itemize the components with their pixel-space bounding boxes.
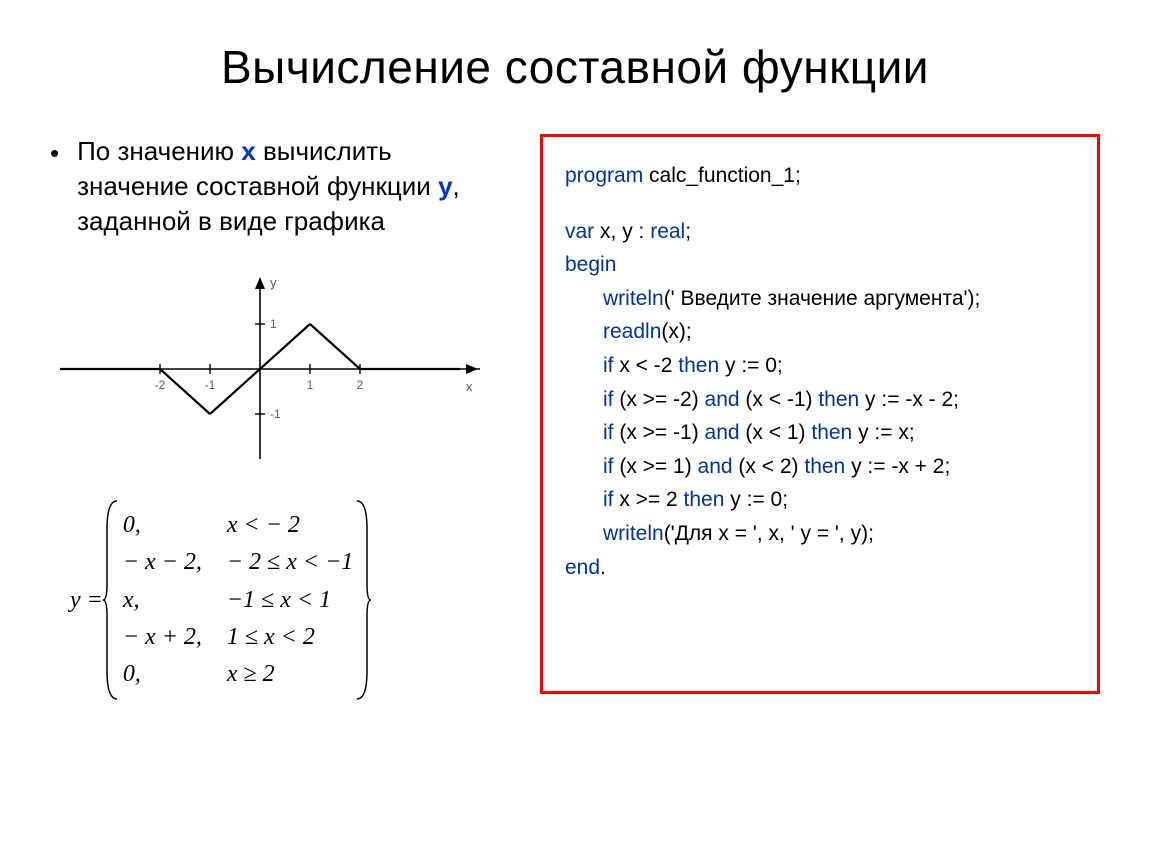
slide: Вычисление составной функции • По значен… — [0, 0, 1150, 864]
piecewise-row: 0, x < − 2 — [123, 507, 353, 544]
left-column: • По значению x вычислить значение соста… — [50, 134, 510, 701]
right-column: program calc_function_1; var x, y : real… — [540, 134, 1100, 701]
code-line-6: if x < -2 then y := 0; — [565, 349, 1077, 383]
bullet-dot-icon: • — [50, 136, 59, 171]
svg-text:2: 2 — [357, 378, 364, 392]
bullet-text: По значению x вычислить значение составн… — [77, 134, 510, 239]
bullet-prefix: По значению — [77, 136, 241, 166]
code-line-11: writeln('Для x = ', x, ' y = ', y); — [565, 517, 1077, 551]
piecewise-row: x, −1 ≤ x < 1 — [123, 582, 353, 619]
piecewise-cases: 0, x < − 2 − x − 2, − 2 ≤ x < −1 x, −1 ≤ x < … — [109, 499, 365, 701]
svg-text:1: 1 — [270, 317, 277, 331]
kw-readln: readln — [603, 320, 661, 343]
code-line-9: if (x >= 1) and (x < 2) then y := -x + 2… — [565, 450, 1077, 484]
left-brace-icon — [103, 499, 121, 701]
right-brace-icon — [353, 499, 371, 701]
svg-text:-2: -2 — [155, 378, 166, 392]
bullet-item: • По значению x вычислить значение соста… — [50, 134, 510, 239]
piecewise-expr: x, — [123, 582, 213, 619]
piecewise-expr: 0, — [123, 507, 213, 544]
kw-writeln: writeln — [603, 287, 664, 310]
piecewise-expr: 0, — [123, 656, 213, 693]
variable-y: y — [438, 171, 452, 201]
piecewise-cond: x ≥ 2 — [227, 656, 275, 693]
function-graph: -2 -1 1 2 1 -1 x y — [60, 269, 510, 474]
code-box: program calc_function_1; var x, y : real… — [540, 134, 1100, 694]
code-line-7: if (x >= -2) and (x < -1) then y := -x -… — [565, 383, 1077, 417]
svg-text:x: x — [466, 379, 473, 394]
piecewise-row: − x − 2, − 2 ≤ x < −1 — [123, 544, 353, 581]
code-line-1: program calc_function_1; — [565, 159, 1077, 193]
piecewise-expr: − x − 2, — [123, 544, 213, 581]
piecewise-cond: x < − 2 — [227, 507, 300, 544]
piecewise-cond: − 2 ≤ x < −1 — [227, 544, 353, 581]
svg-text:y: y — [270, 275, 277, 290]
piecewise-definition: y = 0, x < − 2 − x − 2, − 2 ≤ x < −1 x, −1 ≤ … — [70, 499, 510, 701]
graph-svg: -2 -1 1 2 1 -1 x y — [60, 269, 480, 469]
code-line-2: var x, y : real; — [565, 215, 1077, 249]
code-line-10: if x >= 2 then y := 0; — [565, 483, 1077, 517]
code-line-12: end. — [565, 551, 1077, 585]
svg-text:-1: -1 — [270, 407, 281, 421]
piecewise-cond: 1 ≤ x < 2 — [227, 619, 315, 656]
variable-x: x — [241, 136, 255, 166]
piecewise-lhs: y = — [70, 587, 103, 614]
piecewise-row: − x + 2, 1 ≤ x < 2 — [123, 619, 353, 656]
kw-real: real — [650, 220, 685, 243]
piecewise-expr: − x + 2, — [123, 619, 213, 656]
slide-title: Вычисление составной функции — [50, 40, 1100, 94]
svg-text:-1: -1 — [205, 378, 216, 392]
code-line-8: if (x >= -1) and (x < 1) then y := x; — [565, 416, 1077, 450]
piecewise-cond: −1 ≤ x < 1 — [227, 582, 331, 619]
columns: • По значению x вычислить значение соста… — [50, 134, 1100, 701]
svg-text:1: 1 — [307, 378, 314, 392]
code-line-3: begin — [565, 248, 1077, 282]
code-line-4: writeln(' Введите значение аргумента'); — [565, 282, 1077, 316]
kw-begin: begin — [565, 253, 616, 276]
kw-var: var — [565, 220, 594, 243]
kw-program: program — [565, 164, 643, 187]
piecewise-row: 0, x ≥ 2 — [123, 656, 353, 693]
code-line-5: readln(x); — [565, 315, 1077, 349]
